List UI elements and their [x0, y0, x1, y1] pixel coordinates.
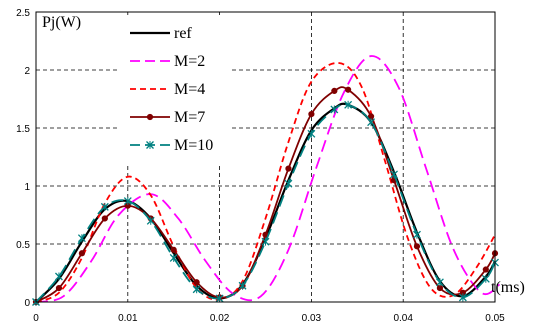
grid	[36, 12, 495, 302]
series-m-10-point	[307, 129, 316, 138]
series-m-7-point	[55, 284, 63, 292]
series-m-7-line	[35, 86, 496, 303]
legend-marker-m-10	[146, 141, 154, 149]
tick-labels: 0 0.01 0.02 0.03 0.04 0.05 0 0.5 1 1.5 2 2.5	[16, 8, 505, 324]
series-m-10-point	[367, 118, 376, 127]
series-m-10-point	[238, 281, 247, 290]
series-m-10-point	[284, 179, 293, 188]
legend: ref M=2 M=4 M=7 M=10	[120, 15, 232, 163]
series-m-10-point	[169, 253, 178, 262]
y-axis-title: Pj(W)	[42, 14, 81, 31]
y-tick-label: 1	[24, 182, 30, 193]
series-m-10-point	[330, 105, 339, 114]
series-m-7-point	[101, 215, 108, 222]
series-m-10-point	[123, 197, 132, 206]
series-m-10-point	[435, 278, 444, 287]
x-tick-label: 0	[33, 313, 39, 324]
series-m-10-point	[54, 272, 63, 281]
y-tick-label: 2	[24, 66, 30, 77]
plot-frame	[35, 11, 496, 303]
series-m-7-point	[285, 165, 292, 172]
series-m-7-point	[482, 266, 489, 273]
series-m-2-line	[35, 55, 501, 303]
legend-label-m-7: M=7	[174, 109, 205, 126]
series-m-10-point	[146, 216, 155, 225]
series-m-7-point	[345, 86, 352, 93]
y-tick-label: 0	[24, 298, 30, 309]
legend-label-ref: ref	[174, 25, 192, 42]
series-m-10-point	[413, 230, 421, 239]
legend-label-m-4: M=4	[174, 81, 205, 98]
series-m-10-point	[77, 234, 86, 243]
series-m-10-point	[261, 237, 270, 246]
series-m-10-point	[481, 274, 490, 283]
y-tick-label: 1.5	[16, 124, 30, 135]
y-tick-label: 2.5	[16, 8, 30, 19]
series-m-10-point	[390, 170, 398, 179]
legend-marker-m-7	[146, 113, 154, 121]
legend-box	[120, 15, 232, 163]
x-tick-label: 0.01	[118, 313, 138, 324]
series-lines	[32, 55, 501, 306]
series-m-10-point	[215, 294, 224, 303]
x-axis-title: t(ms)	[491, 279, 525, 296]
x-tick-label: 0.03	[302, 313, 322, 324]
series-m-7-point	[170, 246, 177, 253]
legend-label-m-2: M=2	[174, 53, 205, 70]
series-m-7-point	[193, 279, 200, 286]
x-tick-label: 0.04	[393, 313, 413, 324]
series-m-10-point	[100, 202, 109, 211]
series-m-10-point	[192, 285, 201, 294]
series-m-7-point	[331, 87, 338, 94]
series-m-7-point	[413, 243, 421, 250]
series-m-4-line	[35, 62, 496, 303]
series-m-7-point	[78, 250, 86, 257]
series-m-10-point	[344, 100, 353, 109]
x-tick-label: 0.05	[485, 313, 505, 324]
series-m-10-line	[35, 103, 496, 303]
legend-label-m-10: M=10	[174, 137, 213, 154]
series-m-10-point	[458, 293, 467, 302]
x-tick-label: 0.02	[210, 313, 230, 324]
y-tick-label: 0.5	[16, 240, 30, 251]
series-ref-line	[35, 102, 496, 303]
series-m-7-point	[308, 110, 315, 118]
